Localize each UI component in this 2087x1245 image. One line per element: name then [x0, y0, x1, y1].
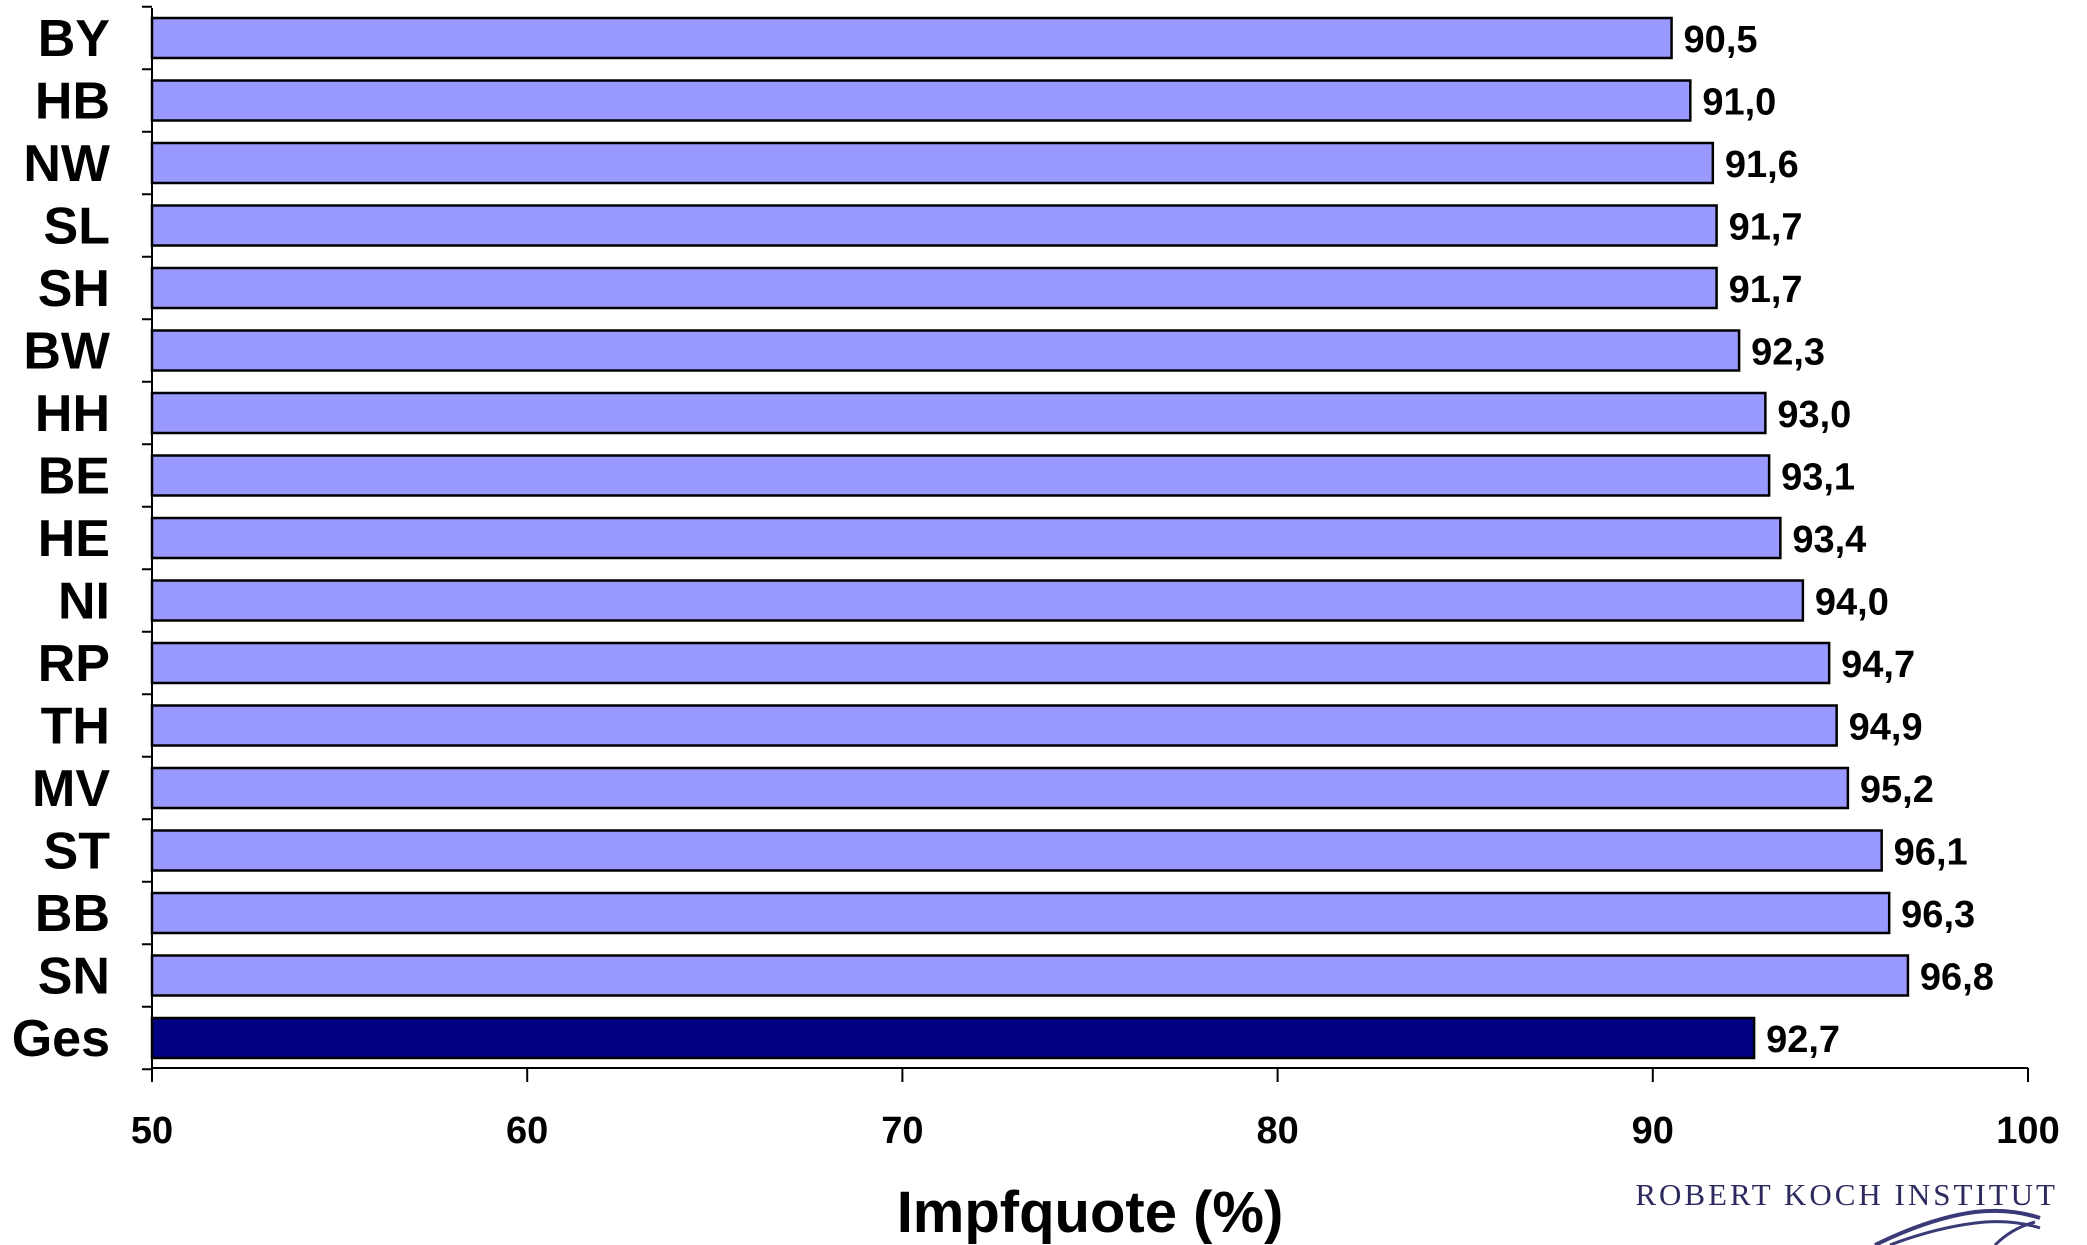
logo-text: ROBERT KOCH INSTITUT	[1635, 1177, 2058, 1212]
category-label-bw: BW	[23, 323, 111, 381]
value-label-sl: 91,7	[1729, 207, 1803, 249]
category-label-nw: NW	[23, 135, 111, 193]
bar-be	[150, 454, 1771, 497]
x-tick-label-90: 90	[1632, 1110, 1674, 1152]
value-label-sn: 96,8	[1920, 957, 1994, 999]
category-label-hb: HB	[35, 73, 110, 131]
category-label-he: HE	[38, 510, 110, 568]
x-tick-label-100: 100	[1996, 1110, 2059, 1152]
bar-he	[150, 516, 1782, 560]
x-axis: 50 60 70 80 90 100	[131, 5, 2060, 1152]
value-label-hh: 93,0	[1777, 394, 1851, 436]
bar-sh	[150, 266, 1718, 310]
rki-logo: ROBERT KOCH INSTITUT	[1635, 1177, 2058, 1245]
value-label-hb: 91,0	[1702, 82, 1776, 124]
category-label-bb: BB	[35, 885, 110, 943]
category-label-th: TH	[41, 698, 110, 756]
bar-mv	[150, 766, 1850, 810]
value-label-rp: 94,7	[1841, 644, 1915, 686]
value-label-bw: 92,3	[1751, 332, 1825, 374]
bar-sl	[150, 204, 1718, 247]
bar-th	[150, 704, 1838, 747]
value-label-mv: 95,2	[1860, 769, 1934, 811]
x-tick-label-50: 50	[131, 1110, 173, 1152]
category-label-ni: NI	[58, 573, 110, 631]
value-label-bb: 96,3	[1901, 894, 1975, 936]
bar-hh	[150, 391, 1767, 435]
bar-ni	[150, 579, 1805, 622]
x-tick-label-80: 80	[1256, 1110, 1298, 1152]
x-axis-title: Impfquote (%)	[897, 1180, 1284, 1245]
bar-bb	[150, 891, 1891, 935]
category-label-sl: SL	[44, 198, 110, 256]
value-label-he: 93,4	[1792, 519, 1866, 561]
category-label-by: BY	[38, 10, 110, 68]
value-label-be: 93,1	[1781, 457, 1855, 499]
bar-st	[150, 829, 1883, 872]
x-tick-label-60: 60	[506, 1110, 548, 1152]
bar-hb	[150, 79, 1692, 122]
category-label-mv: MV	[32, 760, 110, 818]
bars-layer: BY 90,5 HB 91,0 NW 91,6 SL 91,7 SH 91,7 BW 92,3 HH 93…	[12, 10, 1994, 1068]
bar-rp	[150, 641, 1831, 685]
rki-logo-icon	[1874, 1208, 2041, 1245]
category-label-ges: Ges	[12, 1010, 110, 1068]
category-label-be: BE	[38, 448, 110, 506]
value-label-th: 94,9	[1849, 707, 1923, 749]
category-label-sh: SH	[38, 260, 110, 318]
value-label-nw: 91,6	[1725, 144, 1799, 186]
bar-nw	[150, 141, 1715, 185]
category-label-sn: SN	[38, 948, 110, 1006]
value-label-st: 96,1	[1894, 832, 1968, 874]
category-label-hh: HH	[35, 385, 110, 443]
bar-bw	[150, 329, 1741, 372]
x-tick-label-70: 70	[881, 1110, 923, 1152]
value-label-by: 90,5	[1684, 19, 1758, 61]
value-label-ges: 92,7	[1766, 1019, 1840, 1061]
bar-ges	[150, 1016, 1756, 1060]
value-label-ni: 94,0	[1815, 582, 1889, 624]
category-label-rp: RP	[38, 635, 110, 693]
bar-by	[150, 16, 1673, 60]
value-label-sh: 91,7	[1729, 269, 1803, 311]
bar-sn	[150, 954, 1910, 997]
category-label-st: ST	[44, 823, 111, 881]
